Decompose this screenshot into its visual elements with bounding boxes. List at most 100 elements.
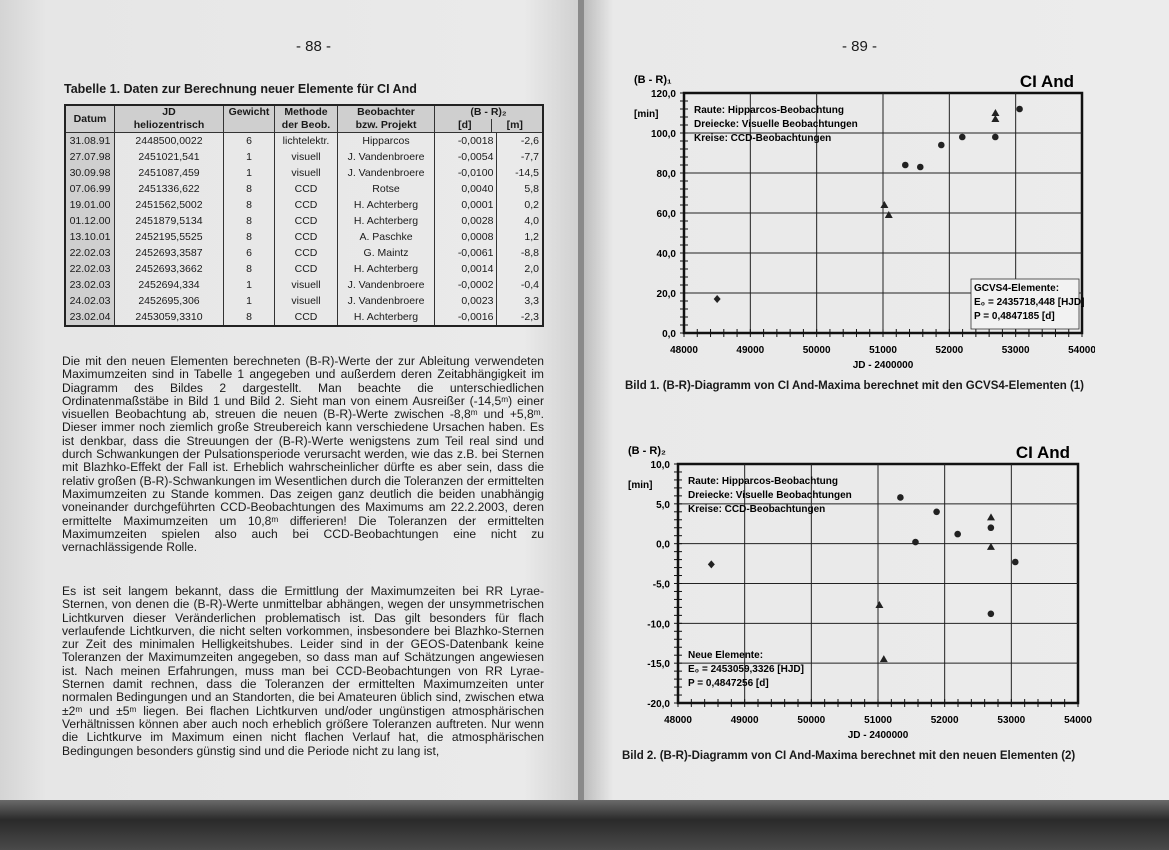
table-cell: -0,4 <box>496 277 544 293</box>
table-row: 13.10.01 2452195,5525 8 CCD A. Paschke 0,0008… <box>64 229 544 245</box>
table-cell: 1 <box>223 293 275 309</box>
table-cell: -0,0018 <box>433 132 498 149</box>
table-cell: H. Achterberg <box>337 213 435 229</box>
table-cell: visuell <box>274 293 338 309</box>
table-cell: 8 <box>223 261 275 277</box>
table-caption: Tabelle 1. Daten zur Berechnung neuer El… <box>64 82 417 96</box>
legend-line: Kreise: CCD-Beobachtungen <box>688 504 825 515</box>
col-datum: Datum <box>64 104 115 133</box>
y-axis-unit: [min] <box>634 109 658 120</box>
data-point-circle <box>912 538 919 546</box>
data-point-circle <box>954 530 961 538</box>
data-point-triangle <box>991 115 1000 122</box>
y-axis-unit: [min] <box>628 480 652 491</box>
table-cell: lichtelektr. <box>274 132 338 149</box>
table-cell: -0,0100 <box>433 165 498 181</box>
table-row: 30.09.98 2451087,459 1 visuell J. Vandenbroe… <box>64 165 544 181</box>
table-cell: -0,0061 <box>433 245 498 261</box>
data-point-circle <box>916 163 924 171</box>
data-point-circle <box>958 133 966 141</box>
table-cell: 27.07.98 <box>64 149 115 165</box>
x-tick-label: 53000 <box>997 715 1025 726</box>
table-cell: CCD <box>274 229 338 245</box>
y-tick-label: 40,0 <box>657 249 677 260</box>
table-cell: 1,2 <box>496 229 544 245</box>
table-row: 27.07.98 2451021,541 1 visuell J. Vandenbroe… <box>64 149 544 165</box>
data-point-diamond <box>713 295 721 303</box>
x-tick-label: 49000 <box>736 345 764 356</box>
legend-line: Raute: Hipparcos-Beobachtung <box>694 105 844 116</box>
col-gewicht: Gewicht <box>223 104 275 133</box>
col-beobachter: Beobachter bzw. Projekt <box>337 104 435 133</box>
legend-line: Dreiecke: Visuelle Beobachtungen <box>694 119 858 130</box>
page-number: - 88 - <box>296 38 332 55</box>
table-cell: J. Vandenbroere <box>337 165 435 181</box>
table-cell: 2451087,459 <box>114 165 224 181</box>
table-cell: 24.02.03 <box>64 293 115 309</box>
table-cell: -14,5 <box>496 165 544 181</box>
table-cell: 4,0 <box>496 213 544 229</box>
y-tick-label: -20,0 <box>647 699 670 710</box>
table-row: 23.02.04 2453059,3310 8 CCD H. Achterberg -0,… <box>64 309 544 326</box>
table-cell: 5,8 <box>496 181 544 197</box>
table-row: 07.06.99 2451336,622 8 CCD Rotse 0,0040 5,8 <box>64 181 544 197</box>
table-cell: 22.02.03 <box>64 261 115 277</box>
page-number: - 89 - <box>842 38 878 55</box>
legend-line: Dreiecke: Visuelle Beobachtungen <box>688 490 852 501</box>
figure-1-caption: Bild 1. (B-R)-Diagramm von CI And-Maxima… <box>625 380 1085 392</box>
table-cell: 0,0008 <box>433 229 498 245</box>
data-point-circle <box>901 161 909 169</box>
y-tick-label: 20,0 <box>657 289 677 300</box>
table-cell: visuell <box>274 277 338 293</box>
table-cell: G. Maintz <box>337 245 435 261</box>
table-cell: 1 <box>223 149 275 165</box>
data-point-diamond <box>707 560 715 569</box>
table-row: 22.02.03 2452693,3662 8 CCD H. Achterberg 0,0… <box>64 261 544 277</box>
table-cell: 23.02.03 <box>64 277 115 293</box>
paragraph-1: Die mit den neuen Elementen berechneten … <box>62 354 544 555</box>
table-cell: visuell <box>274 165 338 181</box>
data-table: Datum JD heliozentrisch Gewicht Methode de… <box>64 104 544 327</box>
y-tick-label: 80,0 <box>657 169 677 180</box>
table-cell: -2,3 <box>496 309 544 326</box>
x-tick-label: 54000 <box>1068 345 1095 356</box>
table-cell: CCD <box>274 261 338 277</box>
col-jd-sub: heliozentrisch <box>133 119 205 131</box>
col-br-d: [d] <box>458 119 472 131</box>
x-tick-label: 54000 <box>1064 715 1092 726</box>
y-axis-label: (B - R)₁ <box>634 74 672 86</box>
col-br-m: [m] <box>490 119 538 132</box>
table-cell: 1 <box>223 277 275 293</box>
data-point-circle <box>938 141 945 149</box>
table-cell: CCD <box>274 197 338 213</box>
table-row: 19.01.00 2451562,5002 8 CCD H. Achterberg 0,0… <box>64 197 544 213</box>
table-cell: 01.12.00 <box>64 213 115 229</box>
table-cell: 13.10.01 <box>64 229 115 245</box>
table-cell: -0,0002 <box>433 277 498 293</box>
table-cell: J. Vandenbroere <box>337 149 435 165</box>
x-tick-label: 48000 <box>664 715 692 726</box>
y-tick-label: 5,0 <box>656 500 670 511</box>
table-cell: 2,0 <box>496 261 544 277</box>
col-beobachter-sub: bzw. Projekt <box>355 119 417 131</box>
elements-e0: E₀ = 2453059,3326 [HJD] <box>688 664 804 675</box>
chart-title: CI And <box>1020 72 1074 91</box>
table-row: 22.02.03 2452693,3587 6 CCD G. Maintz -0,0061… <box>64 245 544 261</box>
table-row: 24.02.03 2452695,306 1 visuell J. Vandenbroe… <box>64 293 544 309</box>
table-cell: 0,0001 <box>433 197 498 213</box>
data-point-triangle <box>987 513 995 521</box>
x-tick-label: 48000 <box>670 345 698 356</box>
data-point-triangle <box>991 109 1000 116</box>
y-tick-label: 0,0 <box>662 329 676 340</box>
data-point-circle <box>987 610 995 618</box>
data-point-triangle <box>879 655 888 663</box>
data-point-triangle <box>884 211 893 218</box>
y-axis-label: (B - R)₂ <box>628 445 666 457</box>
table-cell: CCD <box>274 213 338 229</box>
table-cell: 2448500,0022 <box>114 132 224 149</box>
table-cell: Rotse <box>337 181 435 197</box>
table-cell: J. Vandenbroere <box>337 293 435 309</box>
table-cell: H. Achterberg <box>337 309 435 326</box>
col-br-label: (B - R)₂ <box>470 106 507 118</box>
figure-2-caption: Bild 2. (B-R)-Diagramm von CI And-Maxima… <box>622 750 1076 762</box>
